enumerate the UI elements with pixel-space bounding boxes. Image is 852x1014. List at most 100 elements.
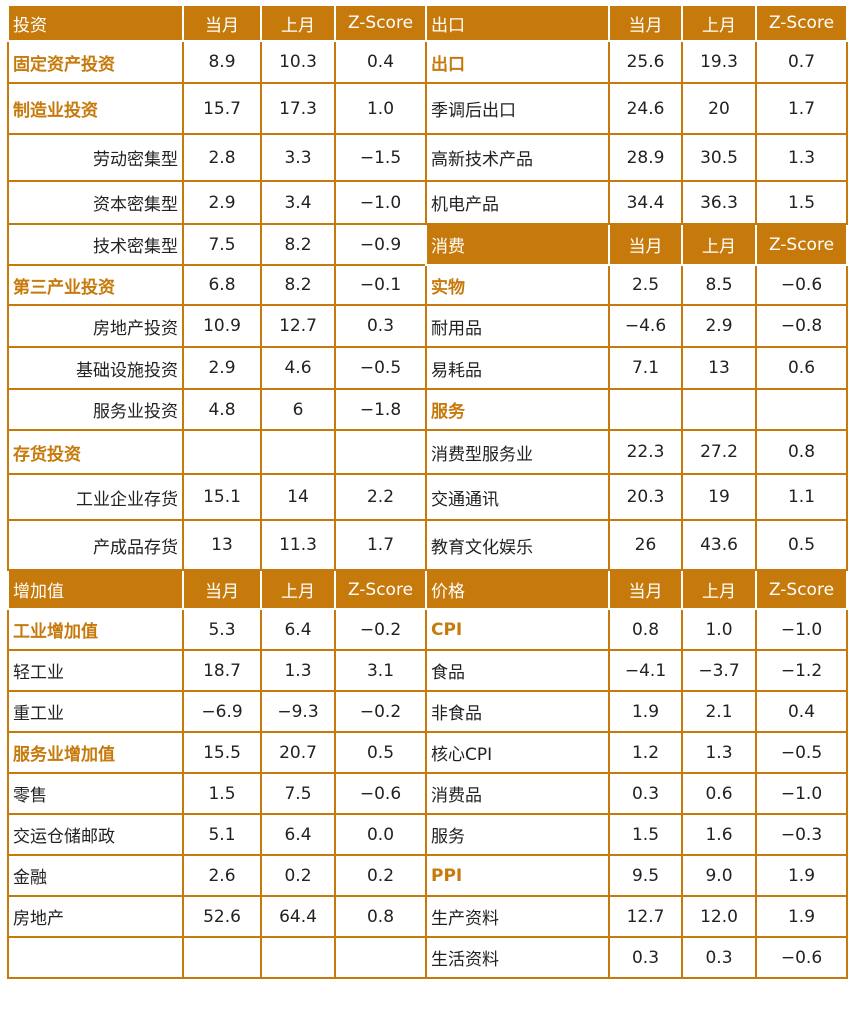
row-label: 出口 [425, 40, 610, 84]
cell-current-month: 1.5 [608, 813, 683, 856]
row-label: 季调后出口 [425, 82, 610, 135]
cell-previous-month: 36.3 [681, 180, 757, 225]
row-label: 交运仓储邮政 [7, 813, 184, 856]
cell-z-score: 1.3 [755, 133, 848, 182]
cell-current-month: 26 [608, 519, 683, 571]
cell-current-month: 0.3 [608, 936, 683, 979]
table-row: 劳动密集型 2.8 3.3 −1.5 [7, 133, 427, 182]
cell-z-score: −0.2 [334, 690, 427, 733]
cell-previous-month [260, 429, 336, 475]
row-label: 基础设施投资 [7, 346, 184, 390]
table-row: 固定资产投资 8.9 10.3 0.4 [7, 40, 427, 84]
row-label [7, 936, 184, 979]
row-label: 食品 [425, 649, 610, 692]
row-label: 核心CPI [425, 731, 610, 774]
table-row [7, 936, 427, 979]
row-label: 零售 [7, 772, 184, 815]
table-row: 第三产业投资 6.8 8.2 −0.1 [7, 264, 427, 306]
table-row: 重工业 −6.9 −9.3 −0.2 [7, 690, 427, 733]
cell-current-month: 2.6 [182, 854, 262, 897]
cell-previous-month: 1.6 [681, 813, 757, 856]
row-label: 非食品 [425, 690, 610, 733]
cell-current-month: 12.7 [608, 895, 683, 938]
table-row: 基础设施投资 2.9 4.6 −0.5 [7, 346, 427, 390]
cell-current-month: −4.1 [608, 649, 683, 692]
row-label: 消费品 [425, 772, 610, 815]
cell-z-score [334, 936, 427, 979]
row-label: 生活资料 [425, 936, 610, 979]
cell-z-score: −1.5 [334, 133, 427, 182]
table-row: 生活资料 0.3 0.3 −0.6 [425, 936, 848, 979]
cell-current-month [182, 936, 262, 979]
cell-current-month: 52.6 [182, 895, 262, 938]
cell-previous-month: 14 [260, 473, 336, 521]
row-label: 教育文化娱乐 [425, 519, 610, 571]
cell-z-score: −1.0 [334, 180, 427, 225]
cell-z-score: −0.2 [334, 608, 427, 651]
col-header-z-score: Z-Score [334, 4, 427, 42]
cell-previous-month: 8.2 [260, 264, 336, 306]
row-label: 消费型服务业 [425, 429, 610, 475]
table-row: 服务 1.5 1.6 −0.3 [425, 813, 848, 856]
cell-previous-month: 6.4 [260, 608, 336, 651]
section-title: 消费 [425, 223, 610, 266]
row-label: 房地产投资 [7, 304, 184, 348]
cell-previous-month: 6 [260, 388, 336, 431]
table-row: 非食品 1.9 2.1 0.4 [425, 690, 848, 733]
row-label: 耐用品 [425, 304, 610, 348]
cell-current-month: 2.8 [182, 133, 262, 182]
table-row: 核心CPI 1.2 1.3 −0.5 [425, 731, 848, 774]
row-label: 生产资料 [425, 895, 610, 938]
cell-z-score: −1.8 [334, 388, 427, 431]
table-row: 生产资料 12.7 12.0 1.9 [425, 895, 848, 938]
cell-z-score: 3.1 [334, 649, 427, 692]
col-header-previous-month: 上月 [260, 569, 336, 610]
cell-current-month: 25.6 [608, 40, 683, 84]
cell-previous-month: 20.7 [260, 731, 336, 774]
cell-current-month: 0.8 [608, 608, 683, 651]
cell-current-month: 34.4 [608, 180, 683, 225]
table-row: 服务业投资 4.8 6 −1.8 [7, 388, 427, 431]
row-label: 服务 [425, 388, 610, 431]
cell-previous-month: 10.3 [260, 40, 336, 84]
cell-previous-month: 8.5 [681, 264, 757, 306]
cell-current-month: −6.9 [182, 690, 262, 733]
cell-z-score: −0.6 [755, 264, 848, 306]
right-table: 出口 当月 上月 Z-Score 出口 25.6 19.3 0.7 季调后出口 24.6 20 1.7… [425, 4, 848, 979]
row-label: 实物 [425, 264, 610, 306]
cell-current-month: 9.5 [608, 854, 683, 897]
table-row: 食品 −4.1 −3.7 −1.2 [425, 649, 848, 692]
row-label: 劳动密集型 [7, 133, 184, 182]
cell-previous-month: 19 [681, 473, 757, 521]
col-header-current-month: 当月 [182, 4, 262, 42]
table-row: 交运仓储邮政 5.1 6.4 0.0 [7, 813, 427, 856]
cell-previous-month [260, 936, 336, 979]
cell-previous-month: 1.0 [681, 608, 757, 651]
cell-z-score: 1.5 [755, 180, 848, 225]
section-title: 增加值 [7, 569, 184, 610]
cell-z-score: 0.5 [755, 519, 848, 571]
table-row: 交通通讯 20.3 19 1.1 [425, 473, 848, 521]
table-row: 存货投资 [7, 429, 427, 475]
row-label: 资本密集型 [7, 180, 184, 225]
cell-previous-month: 9.0 [681, 854, 757, 897]
cell-z-score: 1.7 [334, 519, 427, 571]
cell-previous-month: 3.4 [260, 180, 336, 225]
row-label: 服务 [425, 813, 610, 856]
col-header-previous-month: 上月 [681, 569, 757, 610]
cell-current-month: −4.6 [608, 304, 683, 348]
cell-previous-month: 2.1 [681, 690, 757, 733]
table-row: 消费品 0.3 0.6 −1.0 [425, 772, 848, 815]
cell-z-score: −0.5 [334, 346, 427, 390]
cell-z-score: −0.6 [334, 772, 427, 815]
cell-z-score: −0.8 [755, 304, 848, 348]
col-header-z-score: Z-Score [755, 223, 848, 266]
row-label: 产成品存货 [7, 519, 184, 571]
cell-z-score: 1.9 [755, 895, 848, 938]
cell-previous-month: −3.7 [681, 649, 757, 692]
cell-current-month: 10.9 [182, 304, 262, 348]
left-table: 投资 当月 上月 Z-Score 固定资产投资 8.9 10.3 0.4 制造业投资 15.7 17… [7, 4, 427, 979]
cell-z-score: 0.8 [755, 429, 848, 475]
cell-z-score: −1.0 [755, 772, 848, 815]
cell-current-month: 20.3 [608, 473, 683, 521]
